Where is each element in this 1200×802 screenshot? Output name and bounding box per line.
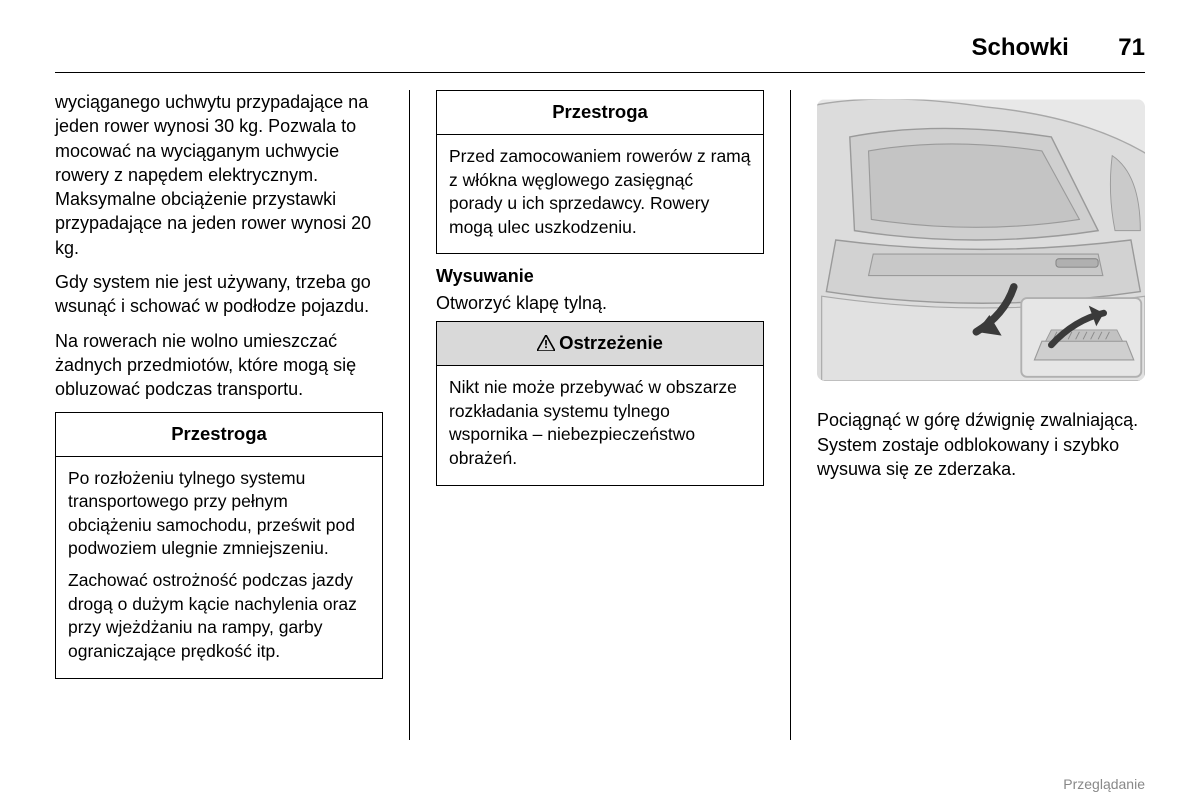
caution-body: Po rozłożeniu tylnego systemu transporto… <box>56 457 382 678</box>
trunk-lever-illustration <box>817 90 1145 390</box>
warning-title: Ostrzeżenie <box>437 322 763 366</box>
caution-body: Przed zamocowaniem rowerów z ramą z włók… <box>437 135 763 254</box>
inset-detail <box>1021 298 1141 377</box>
section-title: Schowki <box>971 34 1068 62</box>
column-1: wyciąganego uchwytu przypadające na jede… <box>55 90 383 740</box>
caution-box: Przestroga Przed zamocowaniem rowerów z … <box>436 90 764 254</box>
warning-body: Nikt nie może przebywać w obszarze rozkł… <box>437 366 763 485</box>
warning-triangle-icon <box>537 335 555 351</box>
subheading: Wysuwanie <box>436 264 764 288</box>
column-2: Przestroga Przed zamocowaniem rowerów z … <box>436 90 764 740</box>
caution-box: Przestroga Po rozłożeniu tylnego systemu… <box>55 412 383 679</box>
paragraph: Zachować ostrożność podczas jazdy drogą … <box>68 569 370 664</box>
page-number: 71 <box>1118 34 1145 62</box>
warning-title-text: Ostrzeżenie <box>559 332 663 353</box>
column-3: Pociągnąć w górę dźwignię zwalniającą. S… <box>817 90 1145 740</box>
column-divider <box>790 90 791 740</box>
columns: wyciąganego uchwytu przypadające na jede… <box>55 90 1145 740</box>
page-header: Schowki 71 <box>55 34 1145 62</box>
warning-box: Ostrzeżenie Nikt nie może przebywać w ob… <box>436 321 764 485</box>
paragraph: Po rozłożeniu tylnego systemu transporto… <box>68 467 370 562</box>
paragraph: Gdy system nie jest używany, trzeba go w… <box>55 270 383 319</box>
footer-text: Przeglądanie <box>1063 776 1145 792</box>
caution-title: Przestroga <box>56 413 382 457</box>
paragraph: Otworzyć klapę tylną. <box>436 291 764 315</box>
column-divider <box>409 90 410 740</box>
caution-title: Przestroga <box>437 91 763 135</box>
paragraph: Na rowerach nie wolno umieszczać żadnych… <box>55 329 383 402</box>
paragraph: Nikt nie może przebywać w obszarze rozkł… <box>449 376 751 471</box>
header-rule <box>55 72 1145 73</box>
paragraph: Pociągnąć w górę dźwignię zwalniającą. S… <box>817 408 1145 481</box>
paragraph: Przed zamocowaniem rowerów z ramą z włók… <box>449 145 751 240</box>
paragraph: wyciąganego uchwytu przypadające na jede… <box>55 90 383 260</box>
